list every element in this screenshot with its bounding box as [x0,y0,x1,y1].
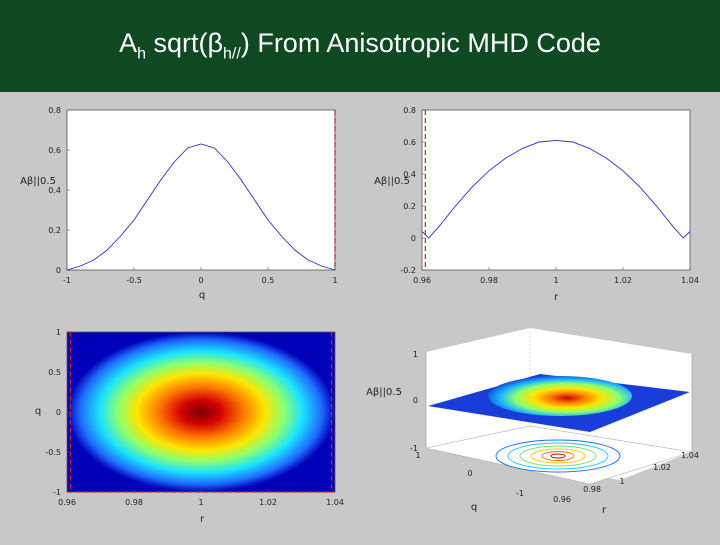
top-left-xtick-label: -0.5 [126,276,142,285]
xlabel-top-right: r [554,292,559,303]
top-left-xtick-label: -1 [63,276,71,285]
top-left-ytick-label: 0.4 [48,186,61,195]
xlabel-bottom-left: r [200,514,205,525]
bottom-left-xtick-label: 1.04 [326,498,344,507]
zlabel-bottom-right: Aβ||0.5 [366,387,402,398]
slide-title: Ah sqrt(βh//) From Anisotropic MHD Code [119,28,601,63]
bottom-left-ytick-label: -1 [53,488,61,497]
plot-top-left-frame [66,109,336,271]
series-line-top-right [421,139,691,239]
top-right-ytick-label: -0.2 [400,266,416,275]
top-right-ytick-label: 0.8 [403,106,416,115]
bottom-left-xtick-label: 1 [198,498,203,507]
bottom-right-ztick-label: 1 [413,350,418,359]
bottom-left-ytick-label: 0.5 [48,368,61,377]
top-right-ytick-label: 0.6 [403,138,416,147]
top-right-ytick-label: 0.4 [403,170,416,179]
heatmap-field [67,332,335,492]
bottom-right-qtick-label: -1 [516,489,524,498]
top-right-xtick-label: 0.98 [480,276,498,285]
top-right-ytick-label: 0.2 [403,202,416,211]
bottom-right-qtick-label: 0 [467,469,472,478]
ylabel-top-right: Aβ||0.5 [374,176,410,187]
bottom-right-rtick-label: 0.98 [583,485,601,494]
qlabel-bottom-right: q [471,502,477,513]
series-line-top-left [66,143,336,271]
top-right-xtick-label: 0.96 [413,276,431,285]
ylabel-bottom-left: q [35,406,41,417]
bottom-right-rtick-label: 0.96 [553,495,571,504]
bottom-right-rtick-label: 1.04 [681,451,699,460]
rlabel-bottom-right: r [602,505,607,516]
bottom-right-rtick-label: 1.02 [653,463,671,472]
top-left-xtick-label: 0 [198,276,203,285]
surface-floor [425,425,693,485]
plot-bottom-left: 0.96 0.98 1 1.02 1.04 -1 -0.5 0 0.5 1 r q [35,328,344,525]
bottom-left-xtick-label: 0.96 [58,498,76,507]
figure-svg: -1 -0.5 0 0.5 100.20.40.60.8 q Aβ||0.5 0.96 0… [20,106,699,525]
plot-top-right: 0.96 0.98 1 1.02 1.04 -0.2 0 0.2 0.4 0.6 0.8 r Aβ|… [374,106,699,303]
bottom-right-qtick-label: 1 [415,451,420,460]
bottom-right-rtick-label: 1 [619,477,624,486]
plot-top-right-frame [421,109,691,271]
top-right-xtick-label: 1.02 [614,276,632,285]
bottom-left-ytick-label: 0 [56,408,61,417]
top-left-xtick-label: 0.5 [262,276,275,285]
ylabel-top-left: Aβ||0.5 [20,176,56,187]
slide-header: Ah sqrt(βh//) From Anisotropic MHD Code [0,0,720,92]
top-left-xtick-label: 1 [332,276,337,285]
surface-peak [488,376,632,416]
top-right-xtick-label: 1 [553,276,558,285]
bottom-left-xtick-label: 1.02 [259,498,277,507]
top-left-ytick-label: 0 [56,266,61,275]
bottom-right-ztick-label: -1 [410,444,418,453]
plot-top-left: -1 -0.5 0 0.5 1 0 0.2 0.4 0.6 0.8 q Aβ||0.5 [20,106,337,301]
xlabel-top-left: q [199,290,205,301]
bottom-right-ztick-label: 0 [413,396,418,405]
figure-area: -1 -0.5 0 0.5 1 0 0.2 0.4 0.6 0.8 q Aβ||0.5 0.96 0… [0,92,720,540]
bottom-left-ytick-label: 1 [56,328,61,337]
bottom-left-xtick-label: 0.98 [125,498,143,507]
top-left-ytick-label: 0.8 [48,106,61,115]
top-right-xtick-label: 1.04 [681,276,699,285]
top-left-ytick-label: 0.2 [48,226,61,235]
contour-lines [495,439,621,473]
top-left-ytick-label: 0.6 [48,146,61,155]
bottom-left-ytick-label: -0.5 [45,448,61,457]
top-right-ytick-label: 0 [411,234,416,243]
